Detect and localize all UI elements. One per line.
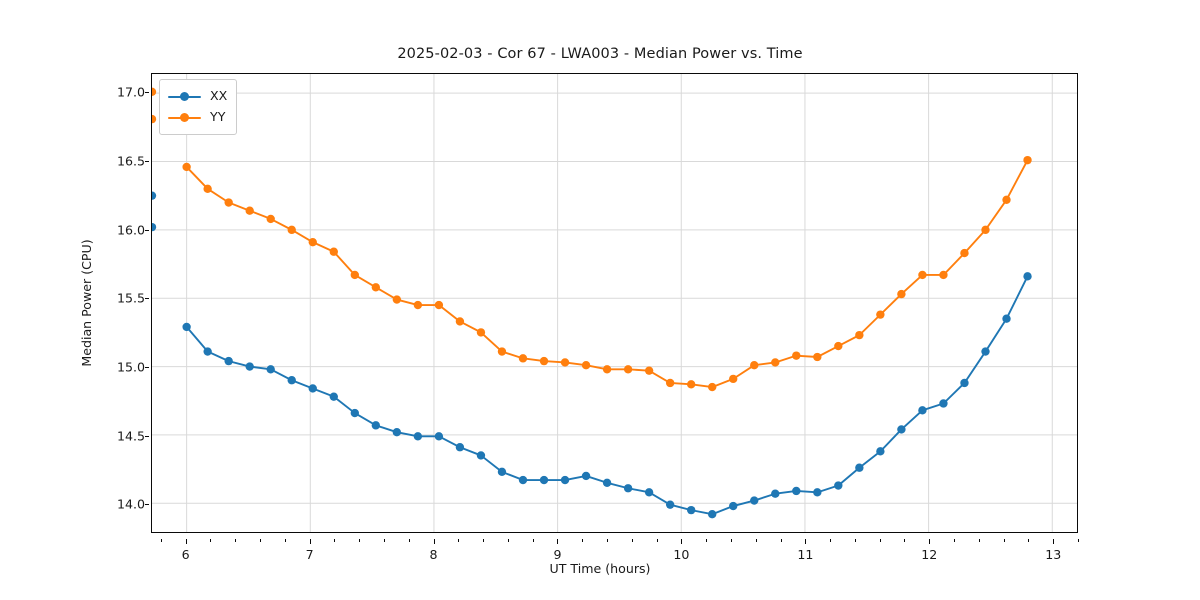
legend-item-yy[interactable]: YY bbox=[168, 107, 227, 128]
x-tick-label: 9 bbox=[553, 547, 562, 562]
x-minor-tick-mark bbox=[1003, 539, 1005, 542]
x-tick-mark bbox=[929, 539, 931, 544]
y-tick-mark bbox=[145, 298, 149, 300]
x-minor-tick-mark bbox=[507, 539, 509, 542]
x-minor-tick-mark bbox=[532, 539, 534, 542]
x-minor-tick-mark bbox=[706, 539, 708, 542]
x-tick-label: 6 bbox=[181, 547, 190, 562]
y-tick-label: 14.5 bbox=[116, 428, 145, 443]
x-minor-tick-mark bbox=[359, 539, 361, 542]
x-minor-tick-mark bbox=[383, 539, 385, 542]
y-tick-mark bbox=[145, 366, 149, 368]
y-tick-label: 15.5 bbox=[116, 290, 145, 306]
x-minor-tick-mark bbox=[607, 539, 609, 542]
legend-marker-xx bbox=[179, 92, 189, 101]
x-minor-tick-mark bbox=[780, 539, 782, 542]
y-tick-label: 16.0 bbox=[116, 222, 145, 238]
legend-swatch-xx bbox=[168, 90, 201, 104]
x-minor-tick-mark bbox=[656, 539, 658, 542]
x-tick-mark bbox=[309, 539, 311, 544]
y-axis-tick-labels: 14.0 14.5 15.0 15.5 16.0 16.5 17.0 bbox=[0, 0, 149, 600]
legend-item-xx[interactable]: XX bbox=[168, 86, 227, 107]
x-minor-tick-mark bbox=[260, 539, 262, 542]
x-minor-tick-mark bbox=[284, 539, 286, 542]
legend-label-xx: XX bbox=[210, 88, 228, 104]
x-minor-tick-mark bbox=[954, 539, 956, 542]
x-tick-label: 12 bbox=[921, 547, 938, 562]
y-tick-label: 17.0 bbox=[116, 84, 145, 100]
chart-legend: XX YY bbox=[159, 79, 238, 135]
x-minor-tick-mark bbox=[755, 539, 757, 542]
x-tick-mark bbox=[185, 539, 187, 544]
x-minor-tick-mark bbox=[235, 539, 237, 542]
x-minor-tick-mark bbox=[160, 539, 162, 542]
legend-swatch-yy bbox=[168, 111, 201, 125]
x-minor-tick-mark bbox=[904, 539, 906, 542]
x-tick-label: 8 bbox=[429, 547, 438, 562]
x-minor-tick-mark bbox=[1078, 539, 1079, 542]
x-minor-tick-mark bbox=[879, 539, 881, 542]
x-minor-tick-mark bbox=[631, 539, 633, 542]
x-axis-label: UT Time (hours) bbox=[549, 561, 651, 576]
y-tick-label: 15.0 bbox=[116, 359, 145, 375]
x-minor-tick-mark bbox=[1028, 539, 1030, 542]
y-tick-label: 14.0 bbox=[116, 496, 145, 512]
x-tick-label: 7 bbox=[305, 547, 314, 562]
x-minor-tick-mark bbox=[730, 539, 732, 542]
data-series-layer bbox=[152, 87, 1032, 519]
grid-lines bbox=[152, 74, 1077, 532]
plot-area bbox=[151, 73, 1078, 533]
x-minor-tick-mark bbox=[458, 539, 460, 542]
x-tick-label: 11 bbox=[797, 547, 814, 562]
x-tick-label: 13 bbox=[1045, 547, 1062, 562]
x-minor-tick-mark bbox=[854, 539, 856, 542]
x-minor-tick-mark bbox=[408, 539, 410, 542]
x-minor-tick-mark bbox=[483, 539, 485, 542]
y-tick-mark bbox=[145, 92, 149, 94]
y-tick-mark bbox=[145, 435, 149, 437]
x-minor-tick-mark bbox=[830, 539, 832, 542]
x-tick-label: 10 bbox=[673, 547, 690, 562]
y-tick-mark bbox=[145, 504, 149, 506]
x-tick-mark bbox=[681, 539, 683, 544]
legend-marker-yy bbox=[179, 113, 189, 122]
x-tick-mark bbox=[1053, 539, 1055, 544]
x-minor-tick-mark bbox=[978, 539, 980, 542]
y-tick-label: 16.5 bbox=[116, 153, 145, 169]
y-tick-mark bbox=[145, 160, 149, 162]
page-title: 2025-02-03 - Cor 67 - LWA003 - Median Po… bbox=[397, 46, 803, 62]
y-tick-mark bbox=[145, 229, 149, 231]
x-minor-tick-mark bbox=[210, 539, 212, 542]
x-tick-mark bbox=[805, 539, 807, 544]
x-tick-mark bbox=[557, 539, 559, 544]
x-minor-tick-mark bbox=[582, 539, 584, 542]
x-minor-tick-mark bbox=[334, 539, 336, 542]
x-tick-mark bbox=[433, 539, 435, 544]
x-axis-tick-labels: 6 7 8 9 10 11 12 13 bbox=[0, 539, 1200, 562]
legend-label-yy: YY bbox=[210, 109, 226, 125]
